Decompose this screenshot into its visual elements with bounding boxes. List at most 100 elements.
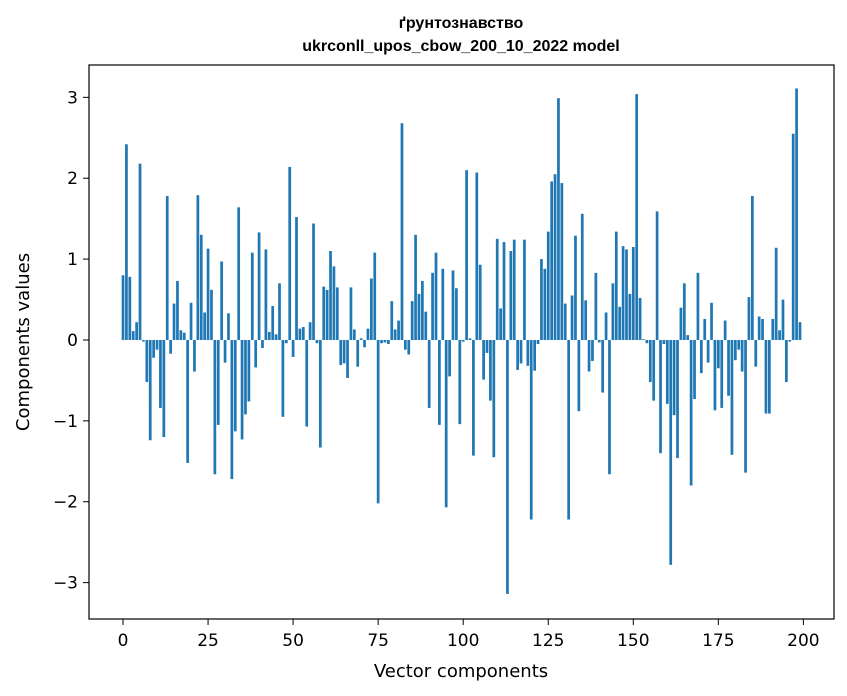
bar-82 (400, 123, 404, 340)
bar-64 (339, 339, 343, 366)
bar-100 (461, 339, 465, 342)
bar-190 (768, 339, 771, 414)
bar-73 (369, 278, 373, 340)
bar-45 (274, 334, 278, 340)
bar-38 (250, 252, 254, 340)
bar-160 (665, 339, 669, 404)
x-tick-label: 175 (702, 631, 734, 651)
bar-163 (676, 339, 679, 459)
bar-164 (679, 307, 683, 340)
bar-127 (553, 174, 557, 340)
bar-97 (451, 270, 455, 340)
bar-15 (172, 303, 176, 340)
bar-18 (182, 332, 186, 340)
bar-162 (672, 339, 676, 416)
bar-78 (387, 339, 390, 345)
bar-113 (506, 339, 509, 594)
bar-83 (404, 339, 407, 350)
bar-86 (414, 234, 417, 340)
bar-124 (543, 268, 547, 340)
bar-88 (421, 280, 424, 340)
bar-114 (509, 251, 513, 340)
bar-4 (135, 322, 138, 340)
bar-36 (244, 339, 247, 415)
bar-8 (148, 339, 152, 441)
bar-29 (220, 261, 224, 340)
bar-181 (737, 339, 741, 350)
bar-52 (298, 328, 302, 340)
bar-26 (210, 289, 213, 340)
bar-173 (710, 302, 713, 340)
bar-68 (352, 329, 356, 340)
bar-137 (587, 339, 591, 372)
y-tick-label: −3 (53, 574, 78, 594)
bar-80 (393, 329, 397, 340)
bar-1 (125, 144, 128, 340)
x-tick-label: 75 (367, 631, 389, 651)
bar-84 (407, 339, 411, 355)
bar-168 (693, 339, 696, 400)
bar-128 (557, 98, 560, 340)
bar-117 (519, 339, 523, 364)
bar-85 (410, 301, 414, 340)
bar-37 (247, 339, 251, 402)
bar-42 (264, 249, 268, 340)
bar-109 (492, 339, 496, 458)
bar-143 (608, 339, 611, 475)
bar-116 (516, 339, 519, 370)
bar-12 (162, 339, 166, 438)
bar-103 (472, 339, 475, 456)
bar-3 (131, 331, 135, 340)
y-tick-label: −1 (53, 412, 78, 432)
bar-186 (754, 339, 758, 367)
bar-125 (546, 231, 550, 340)
bar-122 (536, 339, 540, 345)
bar-199 (798, 322, 802, 340)
bar-179 (730, 339, 734, 455)
bar-35 (240, 339, 244, 440)
bar-141 (601, 339, 605, 393)
bar-156 (652, 339, 656, 401)
bar-54 (305, 339, 309, 427)
bar-198 (795, 88, 798, 340)
bar-34 (237, 207, 241, 340)
bar-155 (648, 339, 652, 383)
y-tick-label: 0 (67, 331, 78, 351)
bar-46 (278, 283, 281, 340)
bar-158 (659, 339, 662, 454)
bar-120 (529, 339, 533, 520)
bar-133 (574, 235, 577, 340)
bar-92 (434, 252, 438, 340)
bar-185 (751, 196, 754, 340)
bar-108 (489, 339, 492, 401)
bar-174 (713, 339, 717, 411)
bar-94 (441, 268, 445, 340)
bar-33 (233, 339, 237, 432)
bar-192 (774, 247, 778, 340)
bar-101 (465, 170, 468, 340)
bar-197 (791, 133, 795, 340)
bar-32 (230, 339, 234, 480)
bar-153 (642, 339, 645, 340)
bar-161 (669, 339, 673, 565)
bar-53 (301, 327, 305, 340)
bar-135 (580, 213, 584, 340)
bar-95 (444, 339, 448, 508)
x-tick-label: 25 (197, 631, 219, 651)
bar-5 (138, 163, 142, 340)
bar-175 (716, 339, 720, 369)
bar-182 (740, 339, 744, 372)
bar-39 (254, 339, 258, 368)
bar-146 (618, 306, 622, 340)
bar-115 (512, 239, 516, 340)
bar-98 (455, 288, 458, 340)
bar-71 (363, 339, 366, 348)
bar-59 (322, 286, 326, 340)
bar-111 (499, 308, 502, 340)
bar-49 (288, 166, 292, 340)
bar-130 (563, 303, 567, 340)
bar-159 (662, 339, 666, 345)
bar-41 (261, 339, 264, 349)
bar-145 (614, 231, 618, 340)
bar-19 (186, 339, 190, 463)
